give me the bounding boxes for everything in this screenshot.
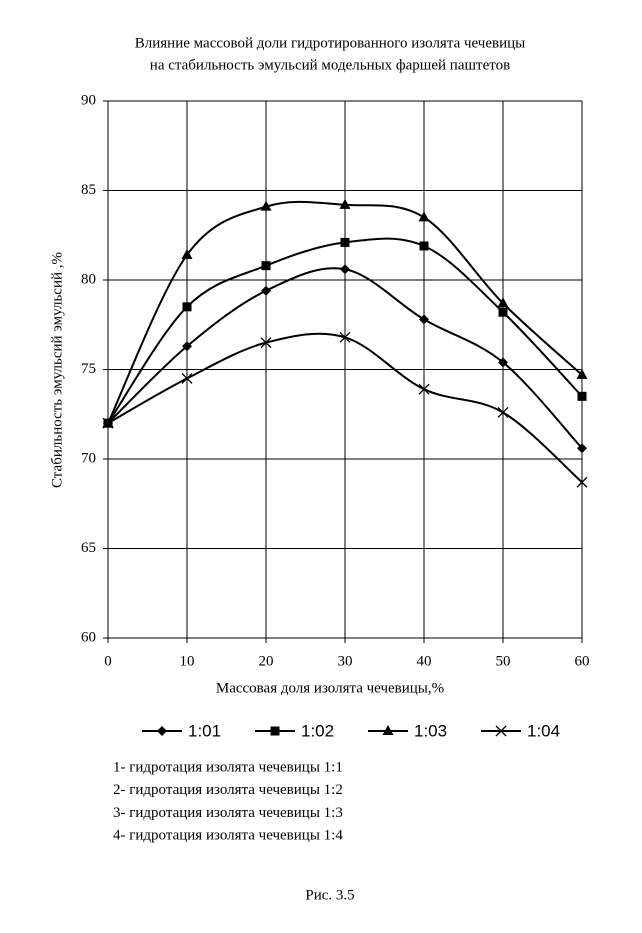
y-axis-label: Стабильность эмульсий эмульсий ,% [49,252,65,488]
y-tick-label: 60 [81,629,96,645]
y-tick-label: 70 [81,450,96,466]
legend-marker [495,725,507,737]
note: 4- гидротация изолята чечевицы 1:4 [113,828,343,844]
legend-label: 1:02 [301,721,334,740]
x-tick-label: 60 [575,653,590,669]
data-point [418,211,430,222]
x-axis-label: Массовая доля изолята чечевицы,% [216,680,444,696]
legend-label: 1:03 [414,721,447,740]
note: 3- гидротация изолята чечевицы 1:3 [113,805,343,821]
data-point [260,337,272,349]
data-point [339,198,351,209]
legend-label: 1:01 [188,721,221,740]
x-tick-label: 40 [417,653,432,669]
data-point [497,407,509,418]
legend-marker [270,726,280,736]
data-point [497,297,509,308]
data-point [577,391,587,401]
data-point [340,264,350,275]
data-point [576,368,588,379]
x-tick-label: 20 [259,653,274,669]
data-point [182,341,192,352]
chart-title: Влияние массовой доли гидротированного и… [135,35,525,51]
legend-marker [382,725,394,735]
y-tick-label: 75 [81,361,96,377]
data-point [576,476,588,488]
data-point [182,302,192,312]
data-point [260,200,272,211]
chart-title: на стабильность эмульсий модельных фарше… [150,57,510,73]
data-point [419,314,429,325]
data-point [261,261,271,271]
y-tick-label: 85 [81,182,96,198]
x-tick-label: 50 [496,653,511,669]
data-point [498,357,508,368]
data-point [181,372,193,384]
y-tick-label: 65 [81,540,96,556]
data-point [498,307,508,317]
x-tick-label: 10 [180,653,195,669]
data-point [419,241,429,251]
data-point [181,248,193,259]
data-point [339,331,351,343]
caption: Рис. 3.5 [305,887,354,903]
y-tick-label: 80 [81,271,96,287]
x-tick-label: 30 [338,653,353,669]
data-point [418,383,430,395]
data-point [577,443,587,454]
x-tick-label: 0 [104,653,112,669]
legend-marker [157,726,167,736]
data-point [261,285,271,296]
legend-label: 1:04 [527,721,560,740]
data-point [102,417,114,429]
note: 1- гидротация изолята чечевицы 1:1 [113,759,343,775]
note: 2- гидротация изолята чечевицы 1:2 [113,782,343,798]
data-point [340,237,350,247]
y-tick-label: 90 [81,92,96,108]
